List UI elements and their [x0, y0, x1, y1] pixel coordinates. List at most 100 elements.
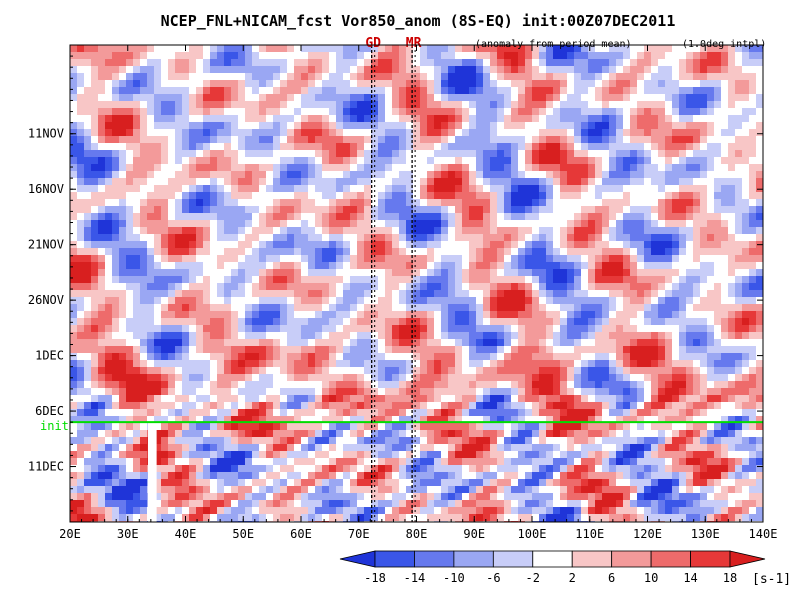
- field-cell: [399, 311, 407, 319]
- field-cell: [203, 45, 211, 53]
- field-cell: [371, 325, 379, 333]
- field-cell: [168, 276, 176, 284]
- field-cell: [140, 234, 148, 242]
- field-cell: [476, 66, 484, 74]
- field-cell: [392, 59, 400, 67]
- field-cell: [147, 276, 155, 284]
- field-cell: [574, 136, 582, 144]
- field-cell: [259, 332, 267, 340]
- field-cell: [644, 255, 652, 263]
- field-cell: [434, 290, 442, 298]
- field-cell: [448, 157, 456, 165]
- field-cell: [686, 185, 694, 193]
- field-cell: [532, 199, 540, 207]
- field-cell: [525, 66, 533, 74]
- field-cell: [693, 234, 701, 242]
- field-cell: [616, 290, 624, 298]
- field-cell: [70, 206, 78, 214]
- field-cell: [392, 325, 400, 333]
- field-cell: [112, 381, 120, 389]
- field-cell: [504, 185, 512, 193]
- field-cell: [483, 283, 491, 291]
- field-cell: [588, 80, 596, 88]
- field-cell: [721, 199, 729, 207]
- field-cell: [448, 122, 456, 130]
- field-cell: [308, 129, 316, 137]
- field-cell: [238, 143, 246, 151]
- field-cell: [210, 157, 218, 165]
- field-cell: [700, 80, 708, 88]
- field-cell: [399, 353, 407, 361]
- field-cell: [231, 59, 239, 67]
- field-cell: [140, 269, 148, 277]
- field-cell: [546, 150, 554, 158]
- field-cell: [581, 171, 589, 179]
- field-cell: [140, 283, 148, 291]
- field-cell: [735, 290, 743, 298]
- field-cell: [679, 304, 687, 312]
- field-cell: [588, 143, 596, 151]
- field-cell: [336, 94, 344, 102]
- field-cell: [406, 192, 414, 200]
- field-cell: [266, 269, 274, 277]
- field-cell: [546, 199, 554, 207]
- field-cell: [616, 73, 624, 81]
- field-cell: [714, 192, 722, 200]
- field-cell: [406, 332, 414, 340]
- field-cell: [434, 311, 442, 319]
- field-cell: [420, 164, 428, 172]
- field-cell: [196, 227, 204, 235]
- field-cell: [497, 311, 505, 319]
- field-cell: [630, 297, 638, 305]
- field-cell: [665, 374, 673, 382]
- field-cell: [308, 290, 316, 298]
- field-cell: [483, 262, 491, 270]
- field-cell: [273, 255, 281, 263]
- field-cell: [308, 367, 316, 375]
- field-cell: [693, 227, 701, 235]
- field-cell: [287, 248, 295, 256]
- field-cell: [70, 150, 78, 158]
- field-cell: [707, 241, 715, 249]
- field-cell: [245, 325, 253, 333]
- field-cell: [84, 157, 92, 165]
- field-cell: [378, 311, 386, 319]
- field-cell: [672, 360, 680, 368]
- field-cell: [364, 150, 372, 158]
- field-cell: [651, 381, 659, 389]
- field-cell: [189, 318, 197, 326]
- field-cell: [616, 374, 624, 382]
- field-cell: [735, 318, 743, 326]
- field-cell: [700, 213, 708, 221]
- field-cell: [91, 262, 99, 270]
- field-cell: [322, 206, 330, 214]
- field-cell: [175, 318, 183, 326]
- field-cell: [175, 122, 183, 130]
- field-cell: [742, 164, 750, 172]
- field-cell: [84, 262, 92, 270]
- field-cell: [210, 234, 218, 242]
- field-cell: [735, 339, 743, 347]
- field-cell: [91, 269, 99, 277]
- field-cell: [504, 248, 512, 256]
- field-cell: [693, 339, 701, 347]
- field-cell: [574, 164, 582, 172]
- field-cell: [112, 304, 120, 312]
- field-cell: [238, 353, 246, 361]
- field-cell: [231, 150, 239, 158]
- field-cell: [539, 185, 547, 193]
- field-cell: [399, 262, 407, 270]
- field-cell: [441, 171, 449, 179]
- field-cell: [154, 332, 162, 340]
- field-cell: [98, 290, 106, 298]
- field-cell: [126, 59, 134, 67]
- field-cell: [105, 346, 113, 354]
- field-cell: [504, 360, 512, 368]
- field-cell: [651, 108, 659, 116]
- field-cell: [70, 45, 78, 53]
- field-cell: [672, 276, 680, 284]
- field-cell: [154, 248, 162, 256]
- field-cell: [280, 325, 288, 333]
- field-cell: [378, 101, 386, 109]
- field-cell: [217, 353, 225, 361]
